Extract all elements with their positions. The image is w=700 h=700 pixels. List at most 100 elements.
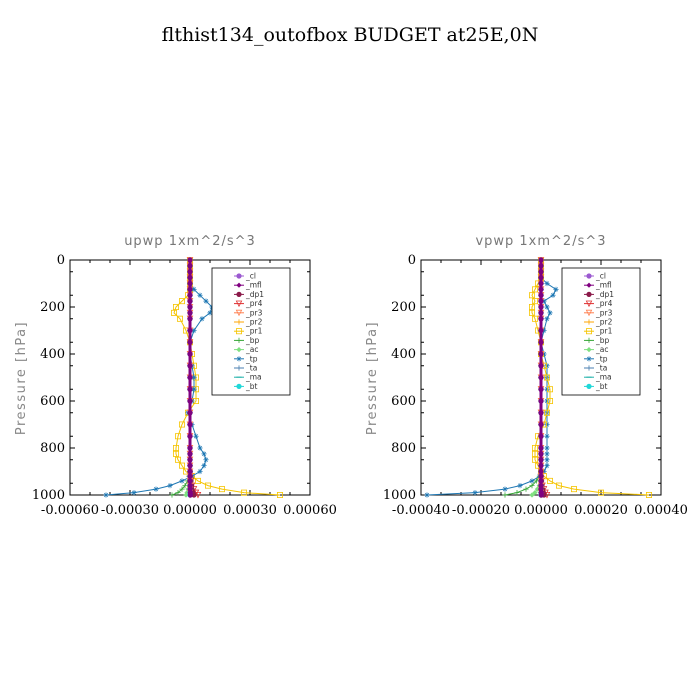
data-point	[547, 397, 554, 404]
data-point	[544, 457, 550, 463]
data-point	[218, 486, 225, 493]
legend-marker	[586, 356, 592, 362]
legend-label: _pr1	[595, 327, 613, 336]
x-tick-label: 0.00000	[514, 503, 568, 518]
data-point	[240, 489, 247, 496]
data-point	[201, 463, 207, 469]
data-point	[598, 489, 605, 496]
legend: _cl_mfl_dp1_pr4_pr3_pr2_pr1_bp_ac_tp_ta_…	[211, 267, 291, 396]
legend-item: _pr2	[234, 318, 263, 327]
x-tick-label: -0.00040	[392, 503, 450, 518]
data-point	[646, 491, 653, 498]
data-point	[529, 309, 536, 316]
legend-marker	[236, 273, 242, 279]
legend-marker	[236, 319, 242, 325]
legend-label: _pr3	[595, 308, 613, 317]
legend-item: _bt	[234, 382, 258, 391]
data-point	[529, 478, 535, 484]
data-point	[174, 433, 181, 440]
legend-label: _tp	[245, 354, 258, 363]
data-point	[523, 486, 529, 492]
legend-label: _dp1	[595, 290, 614, 299]
figure-title: flthist134_outofbox BUDGET at25E,0N	[162, 24, 539, 46]
data-point	[203, 298, 209, 304]
legend-label: _pr2	[595, 318, 613, 327]
y-tick-label: 400	[391, 347, 416, 362]
upwp-panel: upwp 1xm^2/s^3 Pressure [hPa] 0 200 400 600…	[14, 234, 337, 518]
data-point	[178, 421, 185, 428]
vpwp-panel: vpwp 1xm^2/s^3 Pressure [hPa] 0 200 400 600…	[365, 234, 688, 518]
legend-marker	[235, 328, 242, 335]
legend-marker	[586, 273, 592, 279]
data-point	[532, 490, 538, 496]
data-point	[103, 492, 109, 498]
legend-item: _dp1	[584, 290, 614, 299]
legend-item: _mfl	[584, 281, 612, 290]
data-point	[529, 483, 535, 489]
y-tick-label: 600	[40, 394, 65, 409]
y-tick-label: 200	[391, 300, 416, 315]
legend-label: _ac	[595, 345, 608, 354]
data-point	[547, 386, 554, 393]
legend-label: _pr4	[245, 299, 263, 308]
data-point	[544, 374, 551, 381]
legend-item: _pr1	[584, 327, 613, 336]
legend-marker	[586, 282, 592, 288]
x-tick-label: 0.00000	[163, 503, 217, 518]
data-point	[547, 310, 553, 316]
data-point	[502, 486, 508, 492]
legend-label: _bt	[595, 382, 608, 391]
series-line	[426, 260, 557, 496]
legend-label: _ma	[595, 373, 612, 382]
data-point	[541, 298, 547, 304]
legend-box	[561, 267, 641, 396]
data-point	[172, 450, 179, 457]
x-tick-label: -0.00030	[101, 503, 159, 518]
legend-item: _bp	[234, 336, 260, 345]
data-point	[424, 492, 430, 498]
data-point	[197, 292, 203, 298]
data-point	[131, 490, 137, 496]
series-tp	[103, 257, 215, 498]
data-point	[153, 486, 159, 492]
data-point	[203, 457, 209, 463]
data-point	[201, 451, 207, 457]
data-point	[544, 304, 550, 310]
legend-label: _bp	[595, 336, 610, 345]
data-point	[194, 492, 202, 499]
legend-item: _dp1	[234, 290, 264, 299]
legend-item: _pr1	[234, 327, 263, 336]
y-tick-label: 400	[40, 347, 65, 362]
legend-item: _cl	[584, 272, 606, 281]
data-point	[175, 490, 181, 496]
data-point	[532, 286, 539, 293]
y-tick-label: 1000	[383, 488, 416, 503]
legend-marker	[236, 365, 242, 371]
data-point	[544, 316, 550, 322]
panel-title: vpwp 1xm^2/s^3	[475, 234, 606, 249]
data-point	[556, 482, 563, 489]
data-point	[541, 327, 547, 334]
legend-item: _pr3	[234, 308, 263, 317]
data-point	[544, 409, 551, 416]
legend-marker	[236, 337, 242, 343]
y-tick-label: 800	[391, 441, 416, 456]
data-point	[514, 490, 520, 496]
y-tick-label: 800	[40, 441, 65, 456]
data-point	[174, 456, 181, 463]
legend-item: _ma	[234, 373, 262, 382]
data-point	[544, 433, 550, 439]
y-axis-label: Pressure [hPa]	[365, 321, 380, 435]
data-point	[502, 492, 508, 498]
data-point	[532, 444, 539, 451]
legend-item: _ta	[234, 364, 257, 373]
data-point	[532, 450, 539, 457]
legend-item: _pr4	[584, 299, 613, 308]
data-point	[204, 482, 211, 489]
panel-title: upwp 1xm^2/s^3	[124, 234, 256, 249]
y-tick-label: 0	[57, 253, 65, 268]
data-point	[191, 386, 197, 392]
legend-item: _mfl	[234, 281, 262, 290]
data-point	[553, 286, 559, 292]
data-point	[571, 486, 578, 493]
